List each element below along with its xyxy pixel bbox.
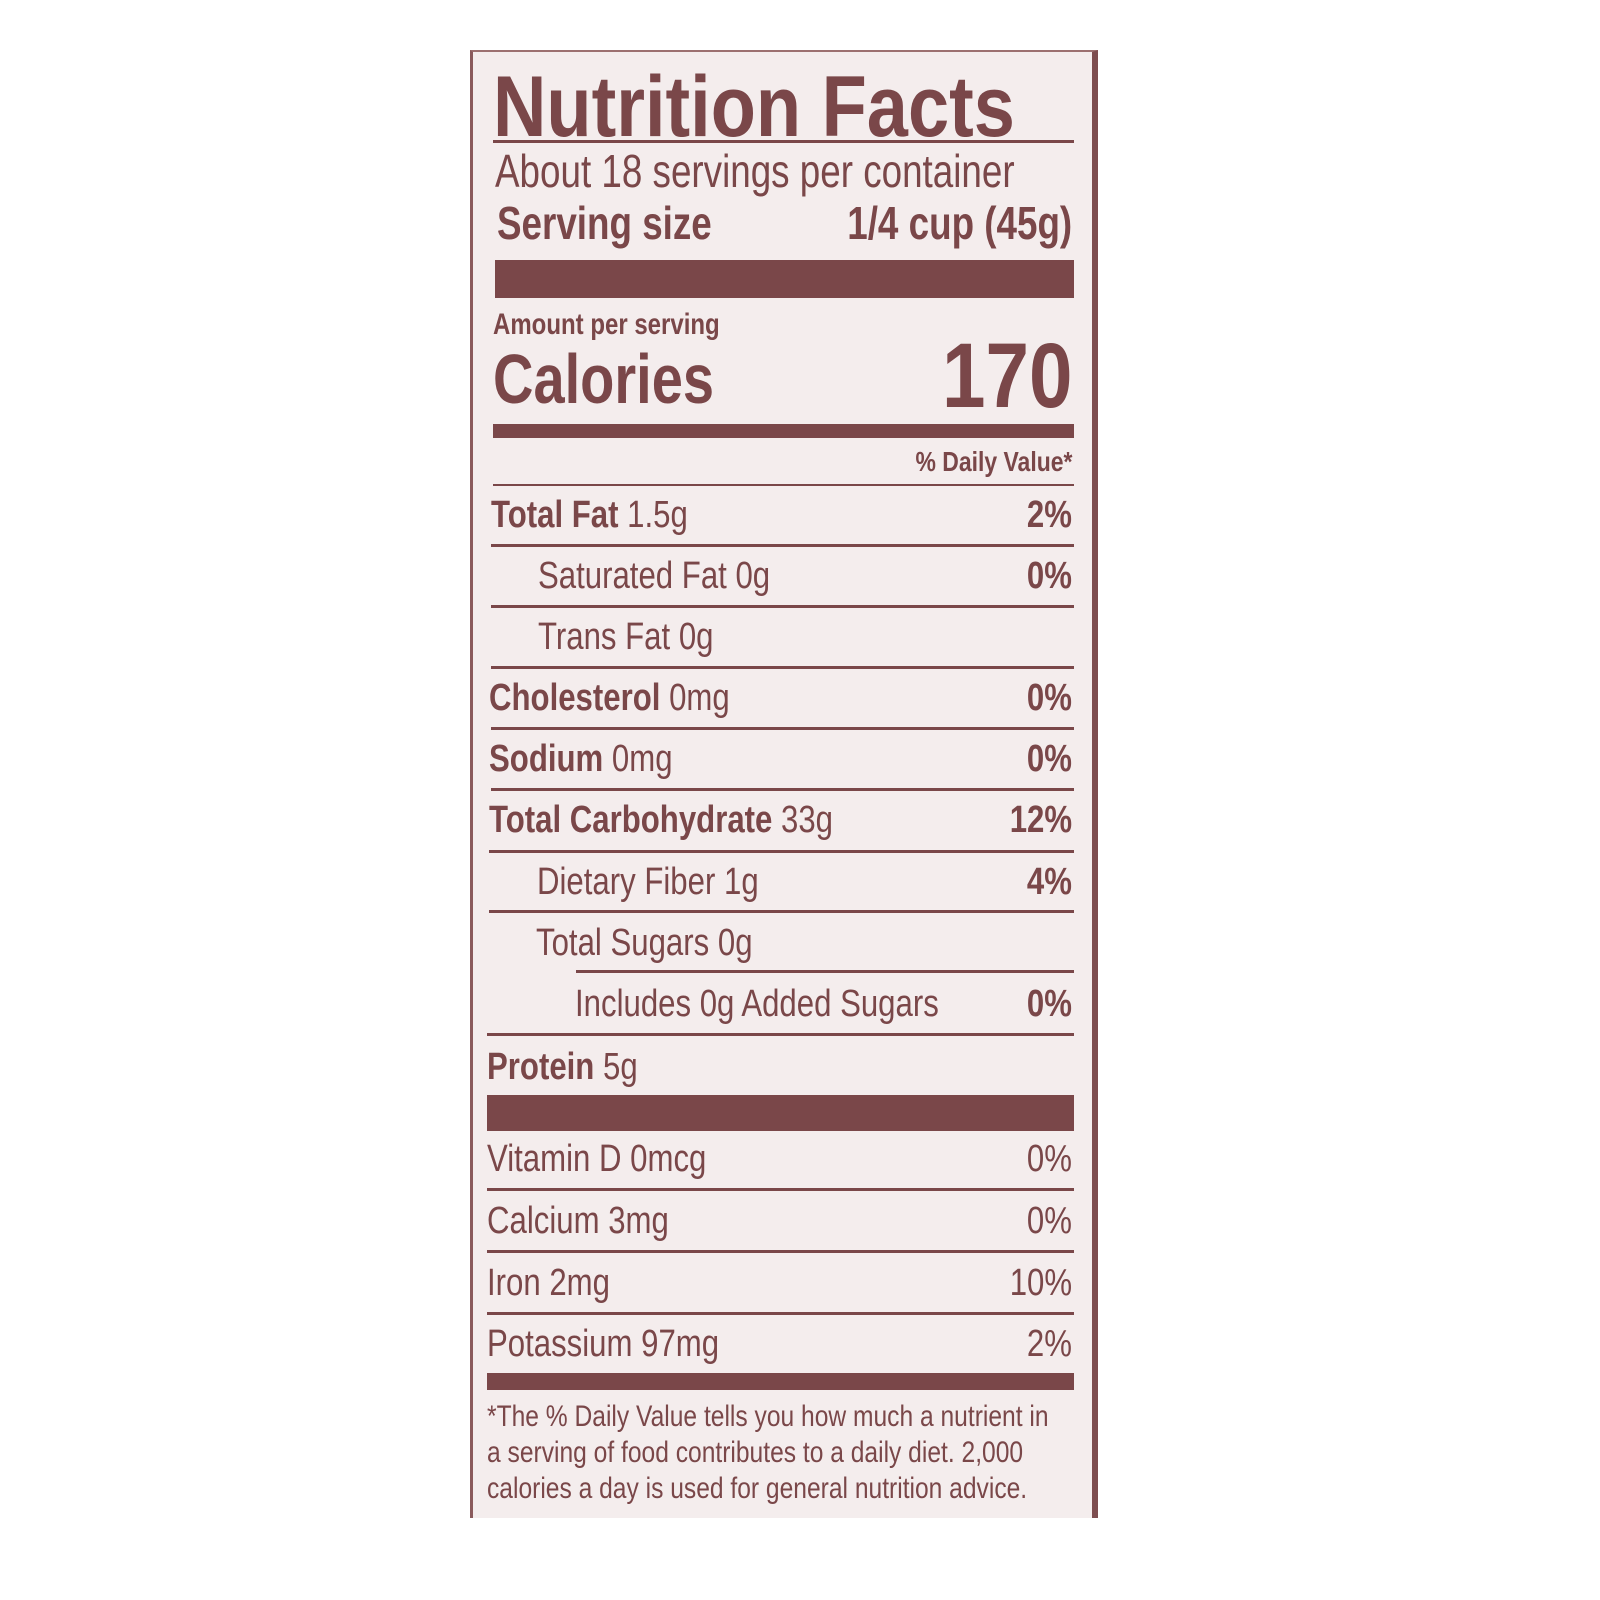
divider xyxy=(487,1033,1074,1036)
divider xyxy=(491,544,1074,547)
iron: Iron 2mg xyxy=(487,1262,610,1304)
dv-total-fat: 2% xyxy=(1026,494,1072,536)
nutrient-saturated-fat: Saturated Fat 0g xyxy=(538,555,771,597)
divider xyxy=(491,605,1074,608)
divider xyxy=(487,1312,1074,1315)
dv-vitamin-d: 0% xyxy=(1026,1138,1072,1180)
thick-bar xyxy=(487,1095,1074,1131)
divider xyxy=(489,910,1074,913)
serving-size-label: Serving size xyxy=(497,197,712,249)
dv-saturated-fat: 0% xyxy=(1026,555,1072,597)
daily-value-header: % Daily Value* xyxy=(915,446,1072,477)
footnote-line: *The % Daily Value tells you how much a … xyxy=(487,1400,1049,1433)
potassium: Potassium 97mg xyxy=(487,1323,720,1365)
nutrient-total-sugars: Total Sugars 0g xyxy=(536,922,753,964)
nutrient-cholesterol: Cholesterol 0mg xyxy=(489,677,730,719)
divider xyxy=(491,788,1074,791)
divider xyxy=(491,727,1074,730)
vitamin-d: Vitamin D 0mcg xyxy=(487,1138,707,1180)
divider xyxy=(489,850,1074,853)
dv-iron: 10% xyxy=(1009,1262,1072,1304)
title: Nutrition Facts xyxy=(493,59,1015,155)
footnote-line: calories a day is used for general nutri… xyxy=(487,1472,1028,1505)
thick-bar xyxy=(495,260,1074,298)
nutrient-total-fat: Total Fat 1.5g xyxy=(491,494,688,536)
dv-potassium: 2% xyxy=(1026,1323,1072,1365)
dv-calcium: 0% xyxy=(1026,1200,1072,1242)
nutrient-dietary-fiber: Dietary Fiber 1g xyxy=(537,861,759,903)
nutrient-total-carbohydrate: Total Carbohydrate 33g xyxy=(489,799,834,841)
calcium: Calcium 3mg xyxy=(487,1200,669,1242)
serving-size-value: 1/4 cup (45g) xyxy=(847,197,1072,249)
divider xyxy=(487,1188,1074,1191)
calories-label: Calories xyxy=(493,340,714,418)
divider xyxy=(487,1250,1074,1253)
dv-sodium: 0% xyxy=(1026,738,1072,780)
dv-dietary-fiber: 4% xyxy=(1026,861,1072,903)
amount-per-serving: Amount per serving xyxy=(493,308,720,341)
divider xyxy=(491,666,1074,669)
dv-added-sugars: 0% xyxy=(1026,983,1072,1025)
footnote-line: a serving of food contributes to a daily… xyxy=(487,1436,1024,1469)
divider xyxy=(493,140,1074,143)
thick-bar xyxy=(487,1373,1074,1390)
nutrient-protein: Protein 5g xyxy=(487,1046,638,1088)
nutrient-trans-fat: Trans Fat 0g xyxy=(538,616,714,658)
divider xyxy=(493,424,1074,438)
nutrient-added-sugars: Includes 0g Added Sugars xyxy=(575,983,939,1025)
nutrient-sodium: Sodium 0mg xyxy=(489,738,673,780)
dv-total-carbohydrate: 12% xyxy=(1009,799,1072,841)
divider xyxy=(493,484,1074,486)
dv-cholesterol: 0% xyxy=(1026,677,1072,719)
nutrition-facts-label: Nutrition Facts About 18 servings per co… xyxy=(470,50,1098,1518)
servings-per-container: About 18 servings per container xyxy=(495,145,1015,197)
divider xyxy=(576,970,1074,973)
calories-value: 170 xyxy=(941,325,1072,427)
